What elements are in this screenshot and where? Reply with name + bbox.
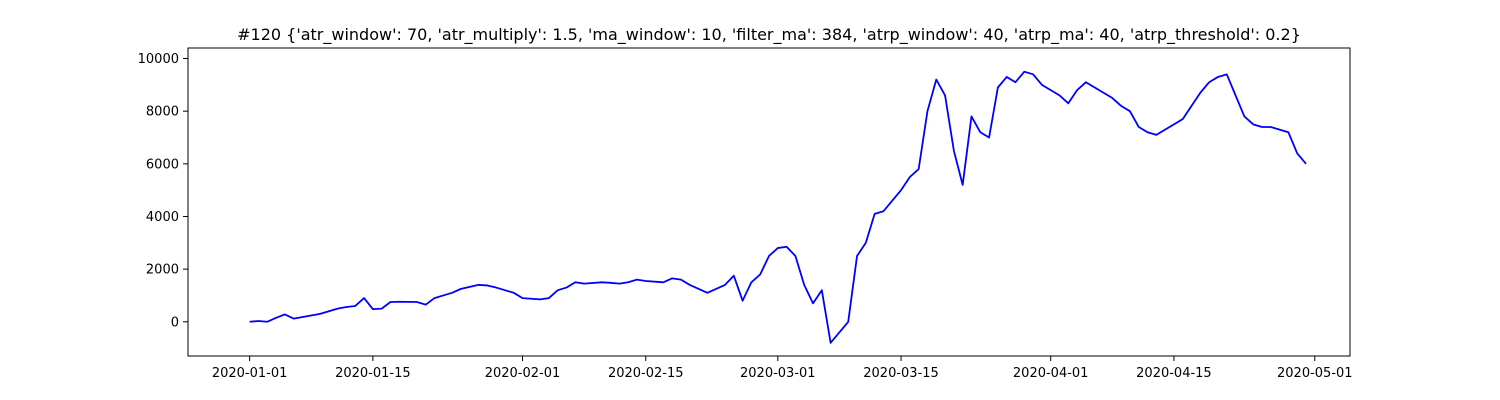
y-tick-label: 4000 bbox=[146, 210, 179, 225]
x-tick-label: 2020-01-15 bbox=[335, 366, 411, 381]
x-tick-label: 2020-04-01 bbox=[1013, 366, 1089, 381]
y-tick-label: 0 bbox=[171, 315, 179, 330]
plot-frame bbox=[187, 47, 1351, 357]
y-tick-label: 8000 bbox=[146, 105, 179, 120]
y-tick-label: 10000 bbox=[138, 52, 179, 67]
x-tick-label: 2020-02-15 bbox=[608, 366, 684, 381]
x-tick-label: 2020-05-01 bbox=[1277, 366, 1353, 381]
x-tick-label: 2020-03-01 bbox=[740, 366, 816, 381]
x-tick-label: 2020-01-01 bbox=[212, 366, 288, 381]
y-axis: 0 2000 4000 6000 8000 10000 bbox=[138, 52, 188, 330]
x-tick-label: 2020-04-15 bbox=[1136, 366, 1212, 381]
chart-title: #120 {'atr_window': 70, 'atr_multiply': … bbox=[237, 25, 1301, 45]
series-line bbox=[249, 70, 1307, 344]
y-tick-label: 6000 bbox=[146, 157, 179, 172]
x-axis: 2020-01-01 2020-01-15 2020-02-01 2020-02-15… bbox=[212, 356, 1353, 381]
y-tick-label: 2000 bbox=[146, 263, 179, 278]
x-tick-label: 2020-03-15 bbox=[863, 366, 939, 381]
x-tick-label: 2020-02-01 bbox=[485, 366, 561, 381]
